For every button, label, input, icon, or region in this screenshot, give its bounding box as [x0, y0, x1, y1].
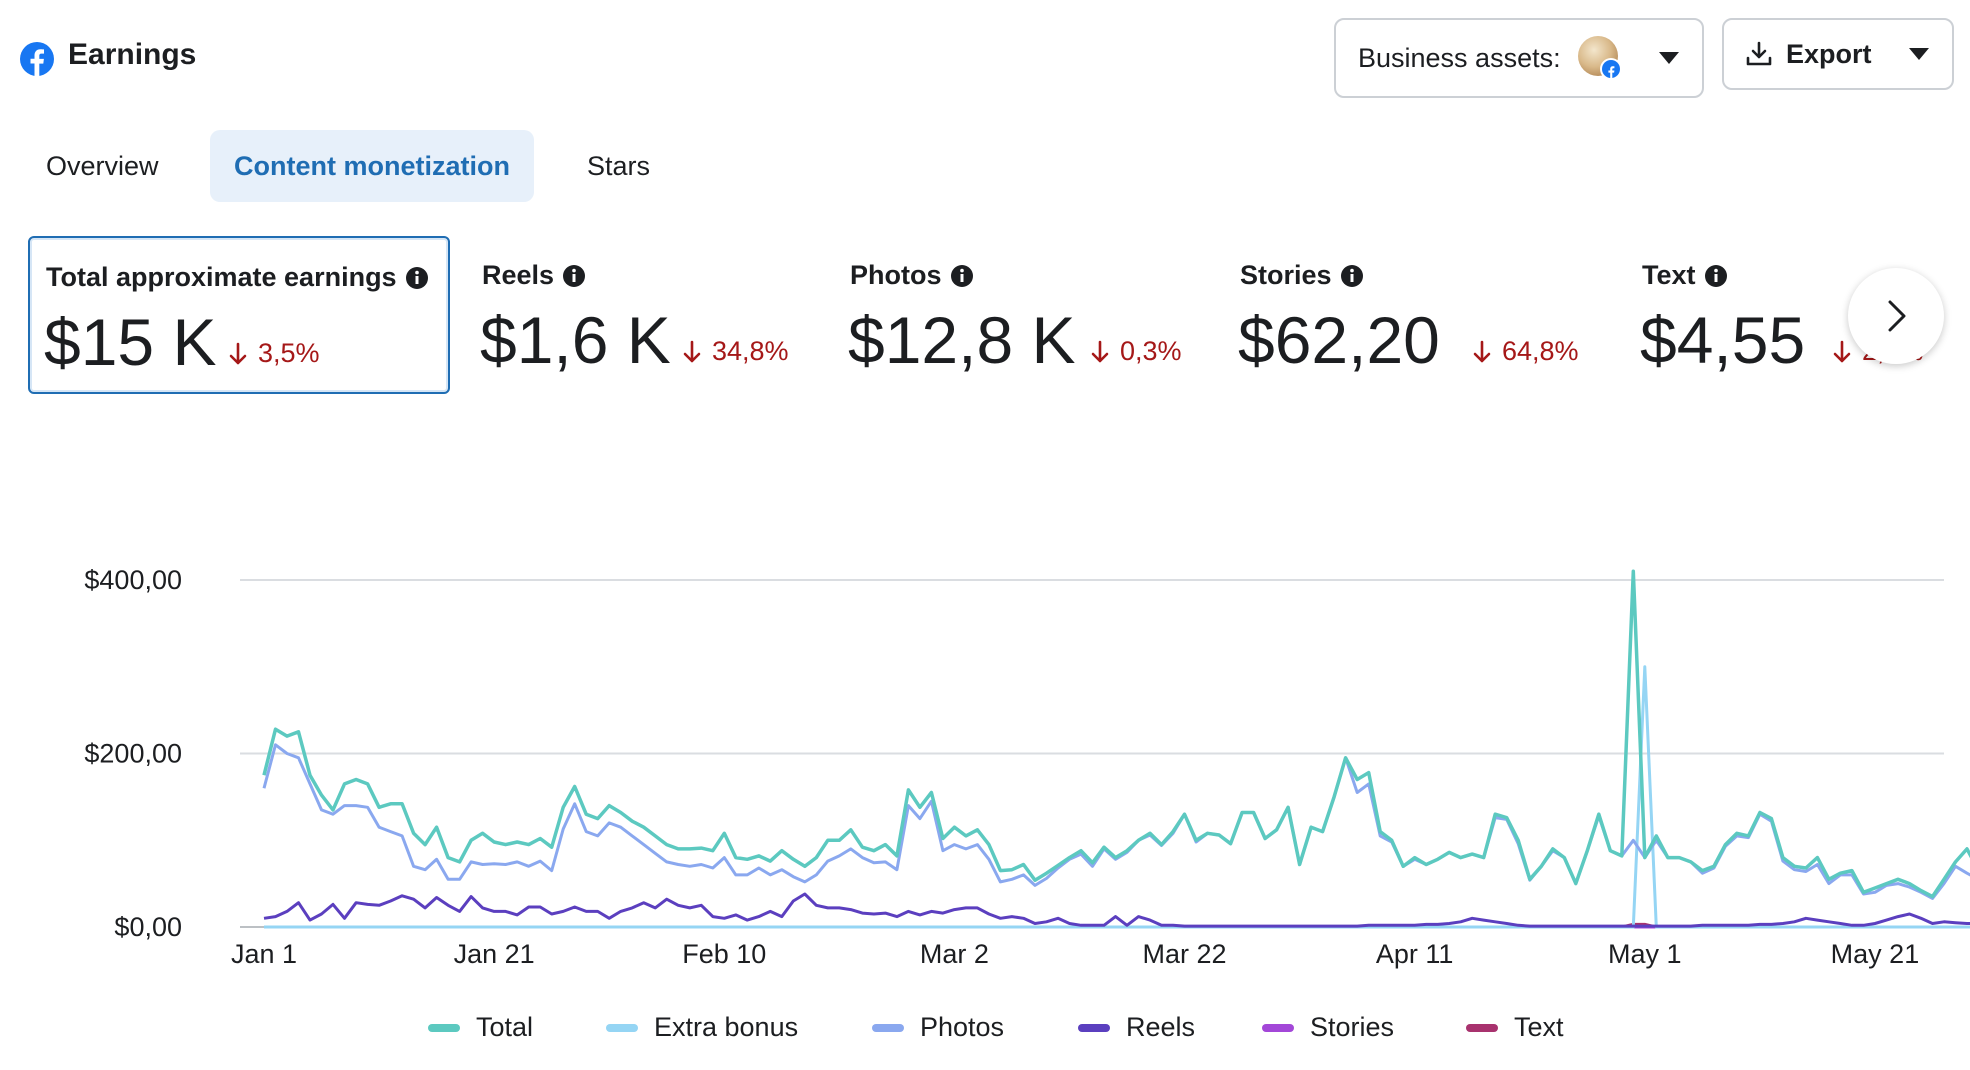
earnings-line-chart: $400,00 $200,00 $0,00 Jan 1 Jan 21 Feb 10 Mar …: [84, 565, 1970, 969]
business-assets-dropdown[interactable]: Business assets:: [1334, 18, 1704, 98]
caret-down-icon: [1909, 48, 1929, 60]
series-line-extra-bonus[interactable]: [264, 665, 1970, 929]
x-tick-label: Feb 10: [682, 939, 766, 969]
chevron-right-icon: [1888, 300, 1906, 332]
legend-label: Text: [1514, 1012, 1564, 1042]
metric-change-value: 34,8%: [712, 336, 789, 366]
legend-label: Stories: [1310, 1012, 1395, 1042]
x-tick-label: May 1: [1608, 939, 1682, 969]
legend-item-total[interactable]: Total: [428, 1012, 533, 1043]
tab-overview[interactable]: Overview: [46, 150, 159, 181]
legend-swatch: [872, 1023, 904, 1032]
x-tick-label: Mar 2: [920, 939, 989, 969]
legend-item-photos[interactable]: Photos: [872, 1012, 1004, 1043]
metric-title-wrap: Photos: [850, 260, 974, 291]
series-line-reels[interactable]: [263, 892, 1970, 928]
tab-stars[interactable]: Stars: [587, 150, 651, 181]
legend-label: Photos: [920, 1012, 1005, 1042]
cards-next-button[interactable]: [1848, 268, 1944, 364]
metric-card-total[interactable]: Total approximate earnings $15 K 3,5%: [28, 236, 450, 394]
page-title: Earnings: [68, 38, 197, 71]
legend-item-extra-bonus[interactable]: Extra bonus: [606, 1012, 798, 1043]
info-icon[interactable]: [1340, 264, 1364, 288]
tab-content-monetization[interactable]: Content monetization: [210, 130, 534, 202]
legend-swatch: [606, 1023, 638, 1032]
x-tick-label: Apr 11: [1376, 939, 1454, 969]
metric-change-value: 3,5%: [258, 338, 320, 368]
metric-value: $4,55: [1640, 303, 1806, 377]
arrow-down-icon: [1473, 340, 1491, 362]
download-icon: [1746, 41, 1772, 66]
business-assets-label: Business assets:: [1358, 42, 1561, 73]
metric-card-stories[interactable]: Stories $62,20 64,8%: [1224, 236, 1604, 394]
x-tick-label: Jan 1: [231, 939, 297, 969]
legend-swatch: [1466, 1023, 1498, 1032]
metric-value: $1,6 K: [480, 303, 671, 377]
metric-value: $12,8 K: [848, 303, 1076, 377]
arrow-down-icon: [229, 342, 247, 364]
legend-item-text[interactable]: Text: [1466, 1012, 1564, 1043]
metric-title: Total approximate earnings: [46, 262, 397, 292]
metric-change: 34,8%: [682, 336, 789, 367]
arrow-down-icon: [683, 340, 701, 362]
metric-change: 64,8%: [1472, 336, 1579, 367]
metric-title: Stories: [1240, 260, 1332, 290]
metric-change: 3,5%: [228, 338, 320, 369]
legend-swatch: [1262, 1023, 1294, 1032]
metric-card-reels[interactable]: Reels $1,6 K 34,8%: [466, 236, 826, 394]
x-tick-label: Mar 22: [1143, 939, 1227, 969]
facebook-icon: [20, 42, 54, 76]
metric-value: $62,20: [1238, 303, 1440, 377]
info-icon[interactable]: [562, 264, 586, 288]
metric-change: 0,3%: [1090, 336, 1182, 367]
y-tick-label: $400,00: [84, 565, 182, 595]
metric-title: Text: [1642, 260, 1696, 290]
legend-item-stories[interactable]: Stories: [1262, 1012, 1394, 1043]
info-icon[interactable]: [1704, 264, 1728, 288]
info-icon[interactable]: [950, 264, 974, 288]
arrow-down-icon: [1833, 340, 1851, 362]
series-line-total[interactable]: [262, 569, 1970, 899]
legend-label: Reels: [1126, 1012, 1196, 1042]
x-tick-label: Jan 21: [454, 939, 535, 969]
export-label: Export: [1786, 38, 1872, 69]
metric-title-wrap: Stories: [1240, 260, 1364, 291]
series-line-photos[interactable]: [262, 743, 1970, 900]
legend-swatch: [428, 1023, 460, 1032]
legend-swatch: [1078, 1023, 1110, 1032]
asset-avatar: [1577, 35, 1623, 81]
metric-title-wrap: Total approximate earnings: [46, 262, 429, 293]
arrow-down-icon: [1091, 340, 1109, 362]
legend-label: Extra bonus: [654, 1012, 799, 1042]
metric-title: Photos: [850, 260, 942, 290]
y-tick-label: $200,00: [84, 739, 182, 769]
metric-change-value: 0,3%: [1120, 336, 1182, 366]
metric-card-photos[interactable]: Photos $12,8 K 0,3%: [834, 236, 1214, 394]
metric-value: $15 K: [44, 305, 217, 379]
metric-title-wrap: Reels: [482, 260, 586, 291]
y-tick-label: $0,00: [114, 912, 182, 942]
x-tick-label: May 21: [1831, 939, 1920, 969]
metric-change-value: 64,8%: [1502, 336, 1579, 366]
legend-label: Total: [476, 1012, 534, 1042]
metric-title-wrap: Text: [1642, 260, 1728, 291]
metric-title: Reels: [482, 260, 555, 290]
caret-down-icon: [1659, 52, 1679, 64]
legend-item-reels[interactable]: Reels: [1078, 1012, 1195, 1043]
info-icon[interactable]: [405, 266, 429, 290]
export-button[interactable]: Export: [1722, 18, 1954, 90]
